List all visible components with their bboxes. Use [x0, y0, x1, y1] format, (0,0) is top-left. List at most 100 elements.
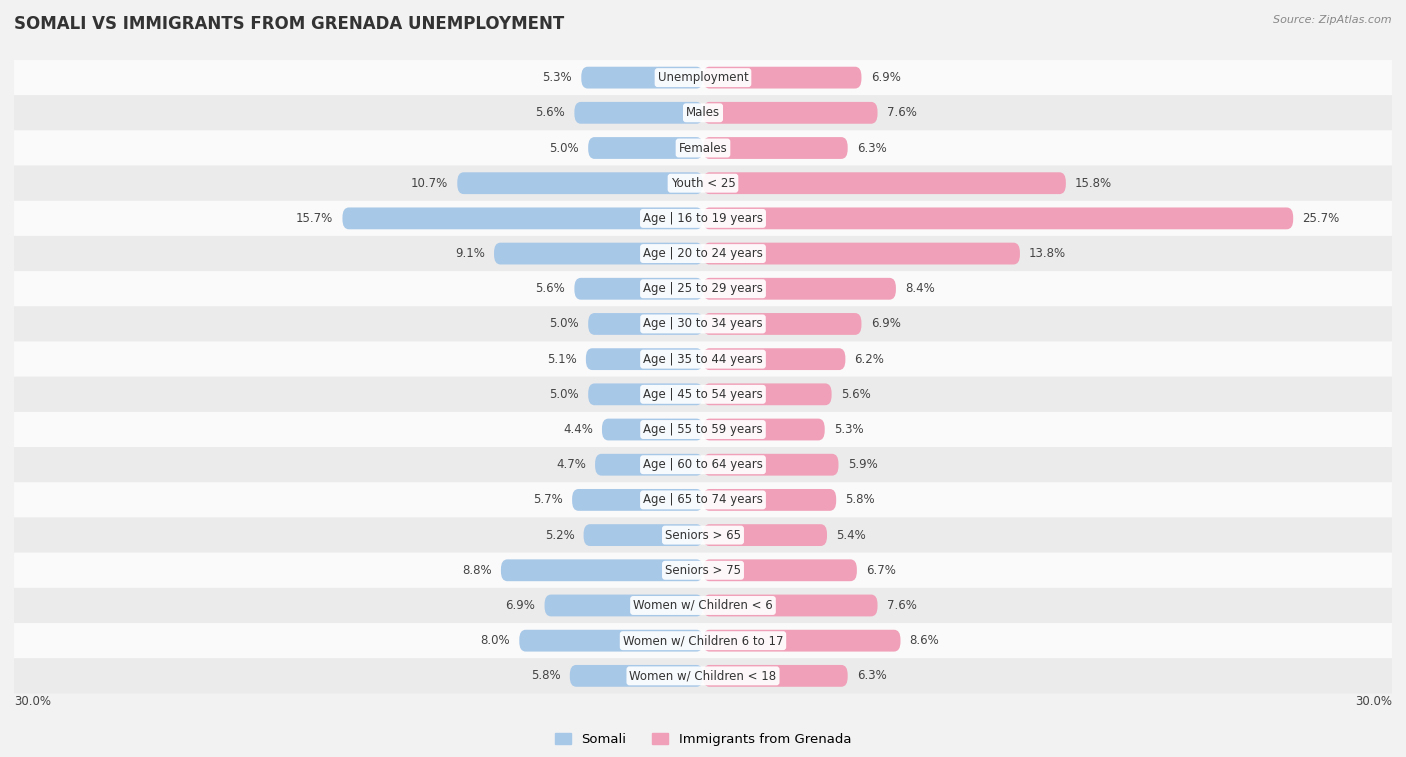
FancyBboxPatch shape — [14, 659, 1392, 693]
Text: 5.1%: 5.1% — [547, 353, 576, 366]
FancyBboxPatch shape — [703, 665, 848, 687]
FancyBboxPatch shape — [343, 207, 703, 229]
Text: 5.0%: 5.0% — [550, 388, 579, 401]
FancyBboxPatch shape — [457, 173, 703, 194]
Text: Youth < 25: Youth < 25 — [671, 176, 735, 190]
Text: 15.8%: 15.8% — [1076, 176, 1112, 190]
FancyBboxPatch shape — [703, 243, 1019, 264]
Text: 30.0%: 30.0% — [1355, 695, 1392, 708]
Text: Age | 55 to 59 years: Age | 55 to 59 years — [643, 423, 763, 436]
FancyBboxPatch shape — [575, 102, 703, 123]
Text: 5.6%: 5.6% — [841, 388, 870, 401]
FancyBboxPatch shape — [14, 166, 1392, 201]
Text: 6.7%: 6.7% — [866, 564, 896, 577]
Text: 6.2%: 6.2% — [855, 353, 884, 366]
Text: 5.6%: 5.6% — [536, 282, 565, 295]
FancyBboxPatch shape — [703, 207, 1294, 229]
Text: 6.3%: 6.3% — [856, 669, 887, 682]
Text: 5.4%: 5.4% — [837, 528, 866, 541]
Text: Seniors > 75: Seniors > 75 — [665, 564, 741, 577]
FancyBboxPatch shape — [703, 453, 838, 475]
Text: 5.8%: 5.8% — [531, 669, 561, 682]
Text: 25.7%: 25.7% — [1302, 212, 1340, 225]
FancyBboxPatch shape — [14, 377, 1392, 412]
Text: 5.7%: 5.7% — [533, 494, 562, 506]
Text: 9.1%: 9.1% — [456, 247, 485, 260]
FancyBboxPatch shape — [703, 559, 856, 581]
FancyBboxPatch shape — [14, 623, 1392, 659]
FancyBboxPatch shape — [703, 348, 845, 370]
Text: Seniors > 65: Seniors > 65 — [665, 528, 741, 541]
FancyBboxPatch shape — [703, 630, 900, 652]
Text: 5.0%: 5.0% — [550, 142, 579, 154]
FancyBboxPatch shape — [14, 482, 1392, 518]
Text: 30.0%: 30.0% — [14, 695, 51, 708]
Text: 8.8%: 8.8% — [463, 564, 492, 577]
FancyBboxPatch shape — [703, 489, 837, 511]
FancyBboxPatch shape — [14, 201, 1392, 236]
FancyBboxPatch shape — [569, 665, 703, 687]
Legend: Somali, Immigrants from Grenada: Somali, Immigrants from Grenada — [554, 734, 852, 746]
FancyBboxPatch shape — [588, 384, 703, 405]
Text: 8.6%: 8.6% — [910, 634, 939, 647]
FancyBboxPatch shape — [14, 95, 1392, 130]
Text: Age | 65 to 74 years: Age | 65 to 74 years — [643, 494, 763, 506]
FancyBboxPatch shape — [703, 313, 862, 335]
Text: 6.9%: 6.9% — [506, 599, 536, 612]
FancyBboxPatch shape — [581, 67, 703, 89]
FancyBboxPatch shape — [544, 594, 703, 616]
Text: Women w/ Children < 18: Women w/ Children < 18 — [630, 669, 776, 682]
Text: 13.8%: 13.8% — [1029, 247, 1066, 260]
Text: 5.3%: 5.3% — [543, 71, 572, 84]
FancyBboxPatch shape — [588, 137, 703, 159]
Text: 5.9%: 5.9% — [848, 458, 877, 471]
FancyBboxPatch shape — [703, 384, 831, 405]
FancyBboxPatch shape — [519, 630, 703, 652]
FancyBboxPatch shape — [501, 559, 703, 581]
FancyBboxPatch shape — [14, 341, 1392, 377]
Text: 5.3%: 5.3% — [834, 423, 863, 436]
Text: 4.4%: 4.4% — [562, 423, 593, 436]
FancyBboxPatch shape — [14, 130, 1392, 166]
FancyBboxPatch shape — [14, 271, 1392, 307]
FancyBboxPatch shape — [703, 173, 1066, 194]
Text: Age | 25 to 29 years: Age | 25 to 29 years — [643, 282, 763, 295]
FancyBboxPatch shape — [586, 348, 703, 370]
FancyBboxPatch shape — [703, 137, 848, 159]
Text: Age | 30 to 34 years: Age | 30 to 34 years — [643, 317, 763, 331]
FancyBboxPatch shape — [703, 278, 896, 300]
FancyBboxPatch shape — [703, 67, 862, 89]
Text: 10.7%: 10.7% — [411, 176, 449, 190]
FancyBboxPatch shape — [703, 524, 827, 546]
FancyBboxPatch shape — [14, 60, 1392, 95]
Text: 5.0%: 5.0% — [550, 317, 579, 331]
Text: 6.9%: 6.9% — [870, 71, 900, 84]
Text: Males: Males — [686, 106, 720, 120]
Text: Source: ZipAtlas.com: Source: ZipAtlas.com — [1274, 15, 1392, 25]
Text: Unemployment: Unemployment — [658, 71, 748, 84]
FancyBboxPatch shape — [14, 447, 1392, 482]
FancyBboxPatch shape — [14, 518, 1392, 553]
Text: SOMALI VS IMMIGRANTS FROM GRENADA UNEMPLOYMENT: SOMALI VS IMMIGRANTS FROM GRENADA UNEMPL… — [14, 15, 564, 33]
Text: 6.3%: 6.3% — [856, 142, 887, 154]
FancyBboxPatch shape — [602, 419, 703, 441]
FancyBboxPatch shape — [703, 594, 877, 616]
FancyBboxPatch shape — [703, 419, 825, 441]
Text: Age | 60 to 64 years: Age | 60 to 64 years — [643, 458, 763, 471]
FancyBboxPatch shape — [575, 278, 703, 300]
Text: Age | 35 to 44 years: Age | 35 to 44 years — [643, 353, 763, 366]
Text: Women w/ Children 6 to 17: Women w/ Children 6 to 17 — [623, 634, 783, 647]
Text: Women w/ Children < 6: Women w/ Children < 6 — [633, 599, 773, 612]
FancyBboxPatch shape — [14, 412, 1392, 447]
FancyBboxPatch shape — [703, 102, 877, 123]
FancyBboxPatch shape — [494, 243, 703, 264]
FancyBboxPatch shape — [572, 489, 703, 511]
Text: 7.6%: 7.6% — [887, 599, 917, 612]
Text: 5.2%: 5.2% — [544, 528, 575, 541]
Text: Age | 16 to 19 years: Age | 16 to 19 years — [643, 212, 763, 225]
Text: Age | 20 to 24 years: Age | 20 to 24 years — [643, 247, 763, 260]
Text: 7.6%: 7.6% — [887, 106, 917, 120]
FancyBboxPatch shape — [583, 524, 703, 546]
FancyBboxPatch shape — [14, 236, 1392, 271]
Text: 8.0%: 8.0% — [481, 634, 510, 647]
